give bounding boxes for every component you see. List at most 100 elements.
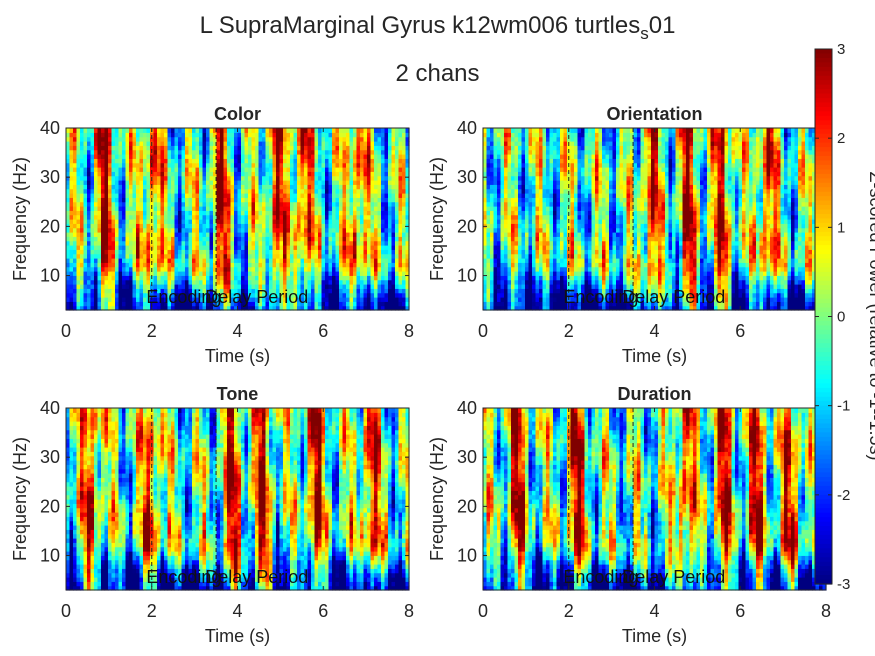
heatmap-cell: [307, 245, 312, 250]
heatmap-cell: [335, 223, 340, 229]
heatmap-cell: [349, 154, 354, 159]
heatmap-cell: [265, 145, 270, 151]
heatmap-cell: [76, 279, 81, 285]
heatmap-cell: [500, 227, 505, 233]
heatmap-cell: [87, 201, 92, 207]
heatmap-cell: [69, 193, 74, 198]
heatmap-cell: [304, 297, 309, 302]
heatmap-cell: [188, 292, 193, 298]
heatmap-cell: [265, 223, 270, 229]
heatmap-cell: [521, 180, 526, 185]
heatmap-cell: [377, 210, 382, 216]
heatmap-cell: [192, 158, 197, 164]
heatmap-cell: [111, 201, 116, 207]
heatmap-cell: [136, 158, 141, 164]
heatmap-cell: [514, 136, 519, 142]
heatmap-cell: [213, 258, 218, 263]
heatmap-cell: [349, 275, 354, 281]
heatmap-cell: [377, 301, 382, 307]
heatmap-cell: [216, 158, 221, 164]
heatmap-cell: [346, 162, 351, 168]
heatmap-cell: [486, 132, 491, 138]
heatmap-cell: [293, 149, 298, 155]
heatmap-cell: [535, 197, 540, 203]
heatmap-cell: [493, 275, 498, 281]
heatmap-cell: [157, 201, 162, 207]
heatmap-cell: [318, 301, 323, 307]
heatmap-cell: [525, 145, 530, 151]
heatmap-cell: [405, 232, 410, 237]
heatmap-cell: [514, 279, 519, 285]
heatmap-cell: [111, 193, 116, 198]
heatmap-cell: [286, 188, 291, 194]
heatmap-cell: [493, 132, 498, 138]
heatmap-cell: [381, 292, 386, 298]
heatmap-cell: [367, 180, 372, 185]
heatmap-cell: [360, 201, 365, 207]
heatmap-cell: [363, 223, 368, 229]
heatmap-cell: [276, 154, 281, 159]
heatmap-cell: [118, 232, 123, 237]
heatmap-cell: [335, 271, 340, 276]
heatmap-cell: [290, 232, 295, 237]
heatmap-cell: [283, 275, 288, 281]
heatmap-cell: [230, 288, 235, 294]
heatmap-cell: [521, 258, 526, 263]
heatmap-cell: [504, 223, 509, 229]
heatmap-cell: [311, 223, 316, 229]
heatmap-cell: [290, 128, 295, 133]
y-tick-label: 10: [40, 266, 60, 286]
heatmap-cell: [213, 232, 218, 237]
heatmap-cell: [353, 271, 358, 276]
heatmap-cell: [318, 284, 323, 289]
heatmap-cell: [360, 262, 365, 268]
heatmap-cell: [490, 219, 495, 224]
heatmap-cell: [532, 171, 537, 177]
heatmap-cell: [216, 154, 221, 159]
heatmap-cell: [318, 175, 323, 181]
heatmap-cell: [241, 180, 246, 185]
heatmap-cell: [125, 193, 130, 198]
heatmap-cell: [220, 258, 225, 263]
heatmap-cell: [321, 227, 326, 233]
heatmap-cell: [223, 288, 228, 294]
heatmap-cell: [143, 240, 148, 246]
heatmap-cell: [332, 162, 337, 168]
heatmap-cell: [185, 301, 190, 307]
heatmap-cell: [293, 275, 298, 281]
heatmap-cell: [216, 253, 221, 259]
heatmap-cell: [325, 249, 330, 255]
heatmap-cell: [391, 210, 396, 216]
heatmap-cell: [398, 128, 403, 133]
heatmap-cell: [542, 214, 547, 220]
heatmap-cell: [132, 175, 137, 181]
heatmap-cell: [402, 253, 407, 259]
heatmap-cell: [293, 210, 298, 216]
heatmap-cell: [518, 171, 523, 177]
heatmap-cell: [150, 180, 155, 185]
heatmap-cell: [104, 227, 109, 233]
heatmap-cell: [139, 236, 144, 242]
heatmap-cell: [374, 275, 379, 281]
heatmap-cell: [146, 180, 151, 185]
heatmap-cell: [293, 154, 298, 159]
heatmap-cell: [325, 193, 330, 198]
heatmap-cell: [262, 184, 267, 190]
heatmap-cell: [223, 180, 228, 185]
heatmap-cell: [101, 236, 106, 242]
heatmap-cell: [521, 167, 526, 172]
heatmap-cell: [339, 227, 344, 233]
heatmap-cell: [321, 275, 326, 281]
heatmap-cell: [297, 184, 302, 190]
heatmap-cell: [206, 136, 211, 142]
heatmap-cell: [293, 128, 298, 133]
heatmap-cell: [90, 223, 95, 229]
heatmap-cell: [339, 158, 344, 164]
heatmap-cell: [370, 132, 375, 138]
heatmap-cell: [195, 149, 200, 155]
heatmap-cell: [332, 262, 337, 268]
heatmap-cell: [181, 245, 186, 250]
heatmap-cell: [483, 245, 488, 250]
heatmap-cell: [111, 266, 116, 272]
heatmap-cell: [125, 297, 130, 302]
